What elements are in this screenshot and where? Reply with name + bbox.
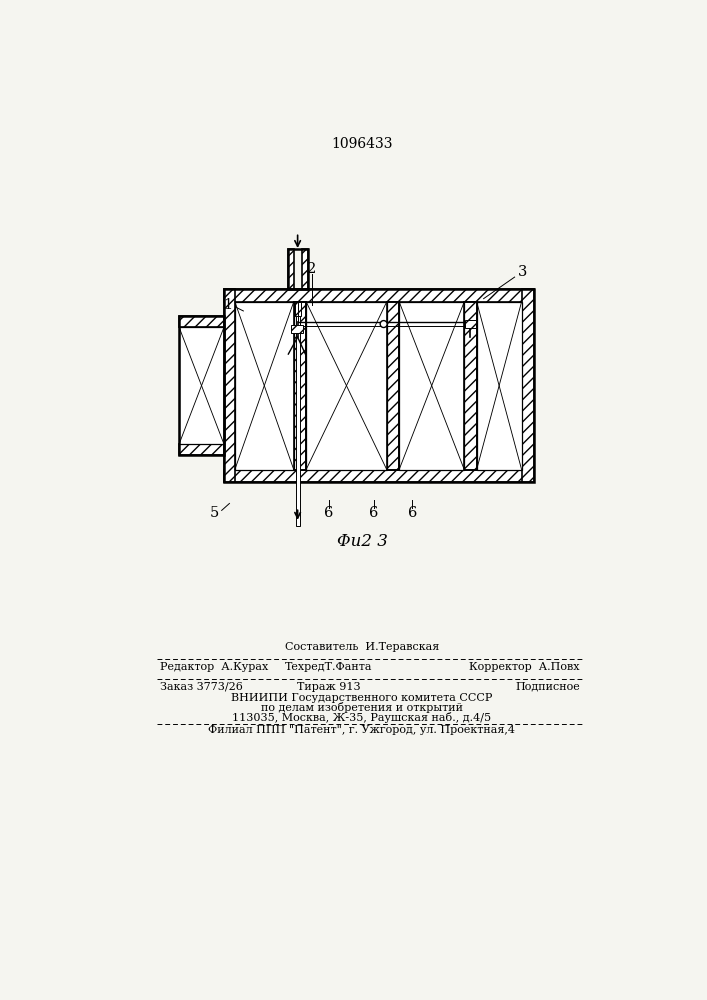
Bar — [224, 470, 534, 482]
Text: ТехредТ.Фанта: ТехредТ.Фанта — [285, 662, 373, 672]
Bar — [464, 302, 477, 470]
Text: 6: 6 — [324, 506, 333, 520]
Bar — [387, 302, 399, 470]
Bar — [291, 325, 303, 333]
Text: 6: 6 — [408, 506, 417, 520]
Bar — [465, 320, 476, 328]
Text: Тираж 913: Тираж 913 — [297, 682, 361, 692]
Bar — [306, 302, 387, 470]
Text: Редактор  А.Курах: Редактор А.Курах — [160, 662, 268, 672]
Bar — [399, 302, 464, 470]
Bar — [293, 302, 306, 470]
Bar — [288, 249, 293, 289]
Bar — [235, 302, 293, 470]
Bar — [464, 302, 477, 470]
Text: 113035, Москва, Ж-35, Раушская наб., д.4/5: 113035, Москва, Ж-35, Раушская наб., д.4… — [233, 712, 491, 723]
Text: 5: 5 — [210, 506, 219, 520]
Bar — [522, 289, 534, 482]
Bar — [296, 316, 300, 526]
Bar — [477, 302, 522, 470]
Bar — [224, 289, 534, 302]
Bar — [288, 249, 308, 289]
Text: Филиал ППП "Патент", г. Ужгород, ул. Проектная,4: Филиал ППП "Патент", г. Ужгород, ул. Про… — [209, 725, 515, 735]
Text: по делам изобретения и открытий: по делам изобретения и открытий — [261, 702, 463, 713]
Text: 6: 6 — [369, 506, 378, 520]
Text: 1096433: 1096433 — [331, 137, 392, 151]
Text: Корректор  А.Повх: Корректор А.Повх — [469, 662, 580, 672]
Text: Φu2 3: Φu2 3 — [337, 533, 387, 550]
Bar — [179, 444, 224, 455]
Circle shape — [380, 321, 387, 328]
Bar — [179, 327, 224, 444]
Text: 1: 1 — [223, 298, 233, 312]
Bar — [387, 302, 399, 470]
Bar — [224, 289, 235, 482]
Text: Подписное: Подписное — [515, 682, 580, 692]
Text: Заказ 3773/26: Заказ 3773/26 — [160, 682, 243, 692]
Bar — [293, 302, 306, 470]
Bar — [179, 316, 224, 327]
Bar — [179, 316, 224, 455]
Bar — [296, 302, 300, 316]
Bar — [301, 249, 308, 289]
Text: Составитель  И.Теравская: Составитель И.Теравская — [285, 642, 439, 652]
Text: ВНИИПИ Государственного комитета СССР: ВНИИПИ Государственного комитета СССР — [231, 693, 493, 703]
Text: 2: 2 — [307, 262, 316, 276]
Text: 3: 3 — [518, 265, 527, 279]
Bar — [224, 289, 534, 482]
